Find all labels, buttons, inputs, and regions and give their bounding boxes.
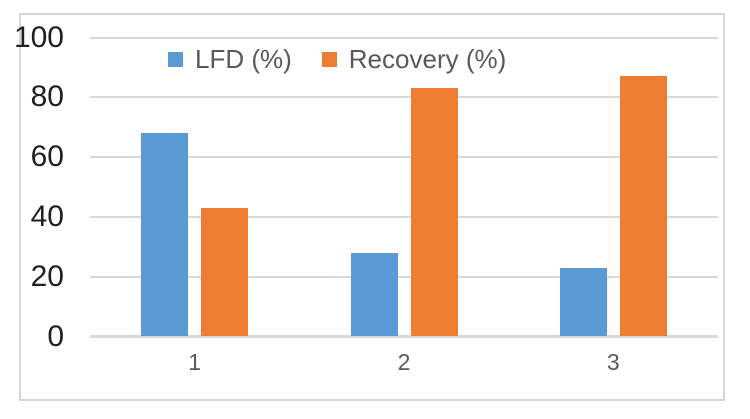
legend: LFD (%) Recovery (%) (168, 44, 506, 74)
recovery-series-swatch-icon (321, 51, 337, 67)
legend-item-lfd: LFD (%) (168, 44, 292, 74)
legend-label-lfd: LFD (%) (195, 44, 292, 74)
legend-item-recovery: Recovery (%) (321, 44, 507, 74)
lfd-series-swatch-icon (168, 51, 183, 67)
legend-label-recovery: Recovery (%) (348, 44, 507, 74)
